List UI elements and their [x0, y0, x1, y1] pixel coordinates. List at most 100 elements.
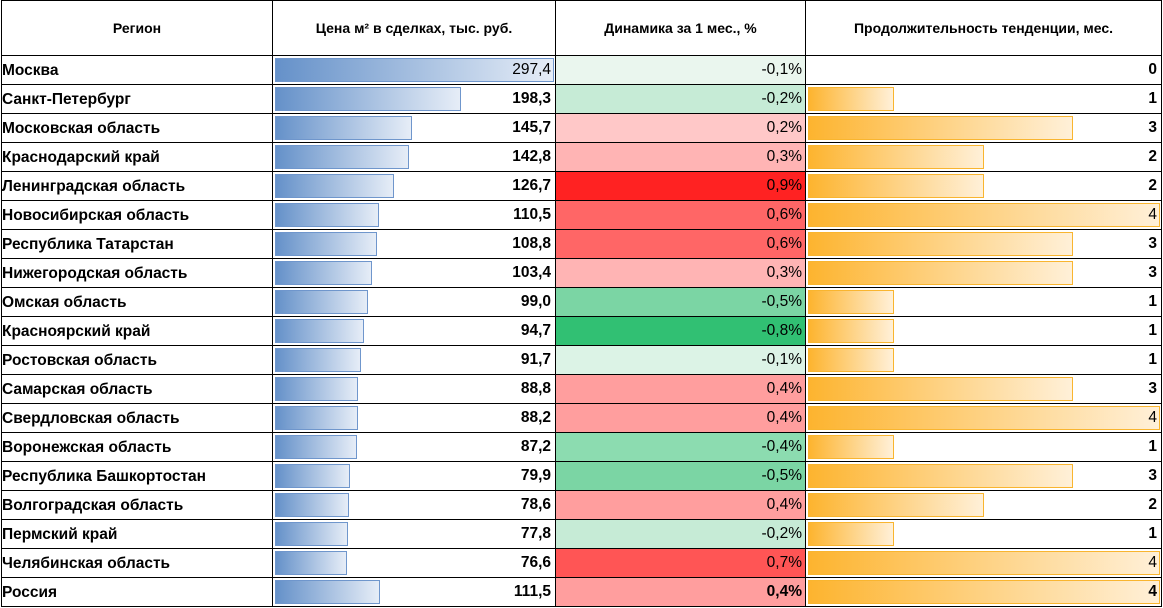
price-cell[interactable]: 145,7 [272, 113, 556, 143]
price-cell[interactable]: 99,0 [272, 287, 556, 317]
region-cell[interactable]: Волгоградская область [1, 490, 273, 520]
price-value: 110,5 [513, 206, 551, 223]
duration-cell[interactable]: 2 [805, 142, 1162, 172]
region-cell[interactable]: Нижегородская область [1, 258, 273, 288]
region-cell[interactable]: Самарская область [1, 374, 273, 404]
price-value: 78,6 [520, 496, 551, 513]
duration-cell[interactable]: 4 [805, 403, 1162, 433]
region-cell[interactable]: Россия [1, 577, 273, 607]
duration-cell[interactable]: 3 [805, 374, 1162, 404]
duration-cell[interactable]: 4 [805, 200, 1162, 230]
dynamics-cell[interactable]: 0,3% [555, 142, 806, 172]
price-cell[interactable]: 88,8 [272, 374, 556, 404]
price-data-bar [275, 406, 358, 430]
duration-cell[interactable]: 3 [805, 229, 1162, 259]
region-cell[interactable]: Омская область [1, 287, 273, 317]
price-data-bar [275, 145, 409, 169]
price-value: 198,3 [512, 90, 551, 107]
duration-value: 3 [1148, 235, 1157, 252]
dynamics-cell[interactable]: 0,2% [555, 113, 806, 143]
duration-data-bar [808, 174, 984, 198]
price-cell[interactable]: 297,4 [272, 55, 556, 85]
duration-cell[interactable]: 3 [805, 258, 1162, 288]
region-name: Санкт-Петербург [2, 91, 131, 108]
price-cell[interactable]: 78,6 [272, 490, 556, 520]
region-cell[interactable]: Москва [1, 55, 273, 85]
price-data-bar [275, 203, 379, 227]
header-region[interactable]: Регион [1, 0, 273, 56]
price-value: 108,8 [512, 235, 551, 252]
region-cell[interactable]: Свердловская область [1, 403, 273, 433]
table-row: Омская область 99,0 -0,5% 1 [1, 287, 1162, 317]
region-cell[interactable]: Новосибирская область [1, 200, 273, 230]
region-cell[interactable]: Республика Татарстан [1, 229, 273, 259]
price-cell[interactable]: 87,2 [272, 432, 556, 462]
dynamics-cell[interactable]: -0,2% [555, 84, 806, 114]
price-cell[interactable]: 111,5 [272, 577, 556, 607]
dynamics-cell[interactable]: 0,9% [555, 171, 806, 201]
dynamics-cell[interactable]: -0,2% [555, 519, 806, 549]
duration-cell[interactable]: 3 [805, 461, 1162, 491]
duration-data-bar [808, 116, 1073, 140]
price-cell[interactable]: 88,2 [272, 403, 556, 433]
duration-cell[interactable]: 1 [805, 84, 1162, 114]
region-cell[interactable]: Челябинская область [1, 548, 273, 578]
dynamics-cell[interactable]: -0,8% [555, 316, 806, 346]
duration-cell[interactable]: 4 [805, 548, 1162, 578]
dynamics-value: 0,4% [766, 409, 802, 426]
price-data-bar [275, 58, 554, 82]
price-value: 76,6 [520, 554, 551, 571]
header-dynamics[interactable]: Динамика за 1 мес., % [555, 0, 806, 56]
price-cell[interactable]: 108,8 [272, 229, 556, 259]
price-cell[interactable]: 91,7 [272, 345, 556, 375]
region-cell[interactable]: Краснодарский край [1, 142, 273, 172]
price-cell[interactable]: 126,7 [272, 171, 556, 201]
duration-cell[interactable]: 1 [805, 345, 1162, 375]
region-cell[interactable]: Воронежская область [1, 432, 273, 462]
region-cell[interactable]: Красноярский край [1, 316, 273, 346]
dynamics-cell[interactable]: 0,4% [555, 403, 806, 433]
region-name: Москва [2, 62, 59, 79]
header-duration[interactable]: Продолжительность тенденции, мес. [805, 0, 1162, 56]
dynamics-cell[interactable]: -0,4% [555, 432, 806, 462]
duration-cell[interactable]: 1 [805, 316, 1162, 346]
dynamics-cell[interactable]: 0,4% [555, 374, 806, 404]
dynamics-cell[interactable]: 0,6% [555, 200, 806, 230]
dynamics-cell[interactable]: 0,4% [555, 490, 806, 520]
price-cell[interactable]: 103,4 [272, 258, 556, 288]
price-cell[interactable]: 76,6 [272, 548, 556, 578]
region-cell[interactable]: Ростовская область [1, 345, 273, 375]
price-cell[interactable]: 142,8 [272, 142, 556, 172]
duration-cell[interactable]: 4 [805, 577, 1162, 607]
dynamics-cell[interactable]: -0,5% [555, 287, 806, 317]
price-cell[interactable]: 77,8 [272, 519, 556, 549]
dynamics-cell[interactable]: -0,1% [555, 345, 806, 375]
price-data-bar [275, 232, 377, 256]
dynamics-cell[interactable]: -0,5% [555, 461, 806, 491]
duration-data-bar [808, 203, 1160, 227]
price-cell[interactable]: 79,9 [272, 461, 556, 491]
duration-cell[interactable]: 0 [805, 55, 1162, 85]
region-cell[interactable]: Санкт-Петербург [1, 84, 273, 114]
duration-cell[interactable]: 1 [805, 287, 1162, 317]
dynamics-cell[interactable]: 0,7% [555, 548, 806, 578]
duration-cell[interactable]: 1 [805, 432, 1162, 462]
header-price[interactable]: Цена м² в сделках, тыс. руб. [272, 0, 556, 56]
price-cell[interactable]: 94,7 [272, 316, 556, 346]
duration-cell[interactable]: 2 [805, 490, 1162, 520]
duration-cell[interactable]: 2 [805, 171, 1162, 201]
table-row-total: Россия 111,5 0,4% 4 [1, 577, 1162, 607]
dynamics-cell[interactable]: 0,3% [555, 258, 806, 288]
duration-cell[interactable]: 3 [805, 113, 1162, 143]
price-cell[interactable]: 198,3 [272, 84, 556, 114]
dynamics-cell[interactable]: -0,1% [555, 55, 806, 85]
dynamics-cell[interactable]: 0,6% [555, 229, 806, 259]
region-cell[interactable]: Московская область [1, 113, 273, 143]
region-cell[interactable]: Республика Башкортостан [1, 461, 273, 491]
region-cell[interactable]: Ленинградская область [1, 171, 273, 201]
duration-cell[interactable]: 1 [805, 519, 1162, 549]
dynamics-cell[interactable]: 0,4% [555, 577, 806, 607]
price-cell[interactable]: 110,5 [272, 200, 556, 230]
duration-data-bar [808, 261, 1073, 285]
region-cell[interactable]: Пермский край [1, 519, 273, 549]
